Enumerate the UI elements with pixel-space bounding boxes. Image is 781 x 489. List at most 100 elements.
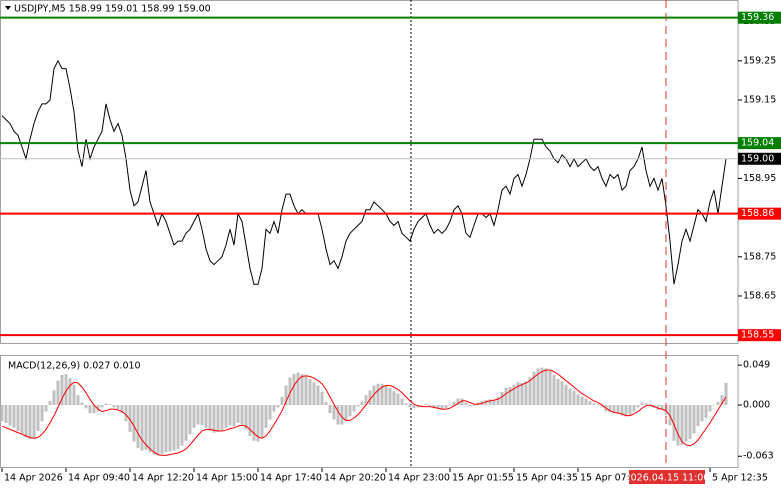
macd-bar [200, 404, 204, 426]
macd-bar [148, 404, 152, 453]
signal-line [1, 369, 727, 456]
macd-bar [488, 399, 492, 405]
macd-bar [428, 404, 432, 406]
x-tick-label: 14 Apr 12:20 [132, 473, 194, 484]
macd-bar [228, 404, 232, 426]
macd-bar [272, 404, 276, 412]
macd-bar [632, 404, 636, 412]
macd-bar [464, 402, 468, 405]
x-tick-label: 15 Apr 01:55 [452, 473, 514, 484]
macd-bar [184, 404, 188, 441]
y-tick-label: -0.063 [743, 451, 774, 462]
x-tick-label: 14 Apr 2026 [4, 473, 63, 484]
y-tick-label: 159.15 [743, 94, 776, 105]
macd-bar [332, 404, 336, 420]
macd-bar [540, 367, 544, 405]
macd-bar [336, 404, 340, 425]
macd-bar [572, 391, 576, 405]
x-tick-label: 5 Apr 12:35 [712, 473, 768, 484]
macd-bar [592, 403, 596, 405]
macd-bar [308, 378, 312, 405]
macd-bar [324, 401, 328, 405]
macd-bar [344, 404, 348, 422]
x-tick-label: 14 Apr 23:00 [388, 473, 450, 484]
macd-bar [44, 404, 48, 412]
macd-bar [276, 404, 280, 408]
macd-bar [404, 403, 408, 405]
macd-bar [8, 404, 12, 426]
macd-bar [468, 404, 472, 407]
macd-bar [424, 404, 428, 405]
macd-bar [152, 404, 156, 455]
y-tick-label: 158.95 [743, 173, 776, 184]
macd-bar [124, 404, 128, 422]
price-line [1, 59, 727, 285]
macd-bar [104, 403, 108, 405]
macd-bar [560, 381, 564, 405]
level-label: 158.55 [741, 330, 774, 341]
macd-bar [716, 401, 720, 405]
macd-bar [240, 404, 244, 425]
macd-bar [260, 404, 264, 438]
macd-bar [36, 404, 40, 432]
macd-bar [232, 404, 236, 427]
macd-bar [268, 404, 272, 420]
macd-bar [216, 404, 220, 432]
macd-bar [420, 404, 424, 406]
macd-bar [140, 404, 144, 451]
macd-bar [580, 396, 584, 405]
y-tick-label: 0.000 [743, 399, 770, 410]
macd-bar [304, 376, 308, 405]
macd-bar [448, 404, 452, 406]
macd-bar [628, 404, 632, 415]
macd-bar [32, 404, 36, 438]
macd-bar [196, 404, 200, 425]
macd-bar [132, 404, 136, 442]
last-price-box [738, 152, 781, 165]
macd-bar [556, 378, 560, 405]
macd-bar [500, 391, 504, 405]
level-label-box [738, 329, 781, 342]
y-tick-label: 158.65 [743, 290, 776, 301]
y-tick-label: 0.049 [743, 360, 770, 371]
macd-bar [220, 404, 224, 431]
macd-bar [532, 371, 536, 405]
macd-bar [4, 404, 8, 423]
macd-bar [484, 400, 488, 405]
macd-bar [316, 385, 320, 405]
macd-bar [472, 404, 476, 406]
macd-bar [0, 404, 4, 422]
macd-bar [636, 404, 640, 408]
macd-bar [528, 377, 532, 405]
macd-bar [144, 404, 148, 450]
macd-bar [396, 393, 400, 405]
macd-bar [536, 368, 540, 405]
last-price-label: 159.00 [741, 153, 774, 164]
macd-bar [696, 404, 700, 427]
menu-triangle [5, 6, 11, 10]
x-tick-label: 14 Apr 15:00 [196, 473, 258, 484]
macd-bar [452, 401, 456, 405]
macd-bar [80, 402, 84, 405]
macd-bar [264, 404, 268, 428]
macd-bar [680, 404, 684, 445]
macd-bar [24, 404, 28, 438]
macd-bar [692, 404, 696, 434]
macd-bar [28, 404, 32, 440]
macd-bar [224, 404, 228, 428]
macd-bar [60, 374, 64, 405]
x-tick-label: 15 Apr 04:35 [516, 473, 578, 484]
macd-bar [576, 394, 580, 405]
macd-bar [504, 387, 508, 405]
macd-bar [432, 404, 436, 409]
macd-bar [20, 404, 24, 435]
macd-bar [720, 395, 724, 405]
x-tick-label: 15 Apr 07:15 [580, 473, 642, 484]
macd-bar [40, 404, 44, 422]
macd-bar [256, 404, 260, 442]
macd-bar [388, 387, 392, 405]
macd-bar [128, 404, 132, 432]
macd-bar [156, 404, 160, 456]
x-tick-label: 14 Apr 09:40 [68, 473, 130, 484]
